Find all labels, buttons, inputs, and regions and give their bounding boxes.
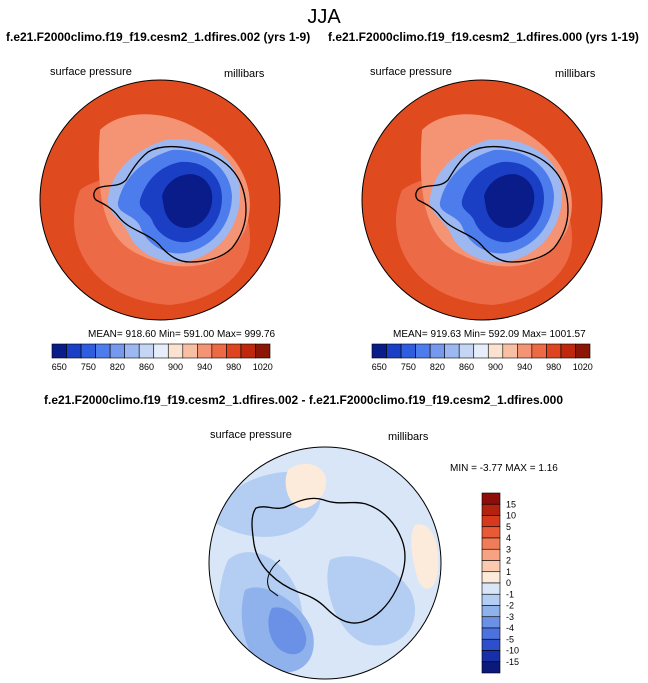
diff-colorbar-tick-label: -15 (506, 657, 519, 667)
panel2-colorbar: 650 750 820 860 900 940 980 1020 (371, 343, 593, 372)
diff-stats: MIN = -3.77 MAX = 1.16 (450, 463, 558, 474)
panel1-colorbar-tick-label: 860 (139, 362, 154, 372)
diff-colorbar-tick-label: -1 (506, 589, 514, 599)
panel2-units-label: millibars (555, 68, 596, 80)
panel1-colorbar-tick-label: 900 (168, 362, 183, 372)
panel1-colorbar-swatch (211, 343, 227, 359)
diff-colorbar-swatch (481, 627, 501, 640)
panel2-colorbar-tick-label: 980 (546, 362, 561, 372)
diff-panel-title: f.e21.F2000climo.f19_f19.cesm2_1.dfires.… (44, 393, 563, 407)
panel1-colorbar-swatch (226, 343, 242, 359)
panel2-colorbar-swatch (371, 343, 387, 359)
diff-colorbar-swatch (481, 492, 501, 505)
panel2-colorbar-swatch (517, 343, 533, 359)
panel2-colorbar-swatch (400, 343, 416, 359)
diff-colorbar-tick-label: 2 (506, 556, 511, 566)
diff-colorbar-tick-label: -4 (506, 623, 514, 633)
panel1-colorbar-tick-label: 1020 (253, 362, 273, 372)
panel2-colorbar-tick-label: 940 (517, 362, 532, 372)
panel2-colorbar-swatch (502, 343, 518, 359)
panel1-colorbar-swatch (255, 343, 271, 359)
panel2-colorbar-swatch (444, 343, 460, 359)
panel1-colorbar-swatch (51, 343, 67, 359)
diff-colorbar-tick-label: -2 (506, 601, 514, 611)
diff-colorbar-swatch (481, 650, 501, 663)
diff-colorbar-swatch (481, 661, 501, 674)
diff-colorbar-tick-label: -3 (506, 612, 514, 622)
panel1-case-title: f.e21.F2000climo.f19_f19.cesm2_1.dfires.… (6, 30, 311, 44)
panel1-stats: MEAN= 918.60 Min= 591.00 Max= 999.76 (88, 329, 276, 340)
panel2-colorbar-tick-label: 860 (459, 362, 474, 372)
panel2-colorbar-swatch (546, 343, 562, 359)
diff-colorbar-swatch (481, 605, 501, 618)
panel1-colorbar-tick-label: 980 (226, 362, 241, 372)
diff-colorbar-swatch (481, 582, 501, 595)
panel1-colorbar-swatch (197, 343, 213, 359)
panel2-case-title: f.e21.F2000climo.f19_f19.cesm2_1.dfires.… (328, 30, 639, 44)
panel1-colorbar-swatch (109, 343, 125, 359)
diff-colorbar-swatch (481, 515, 501, 528)
panel2-map (362, 80, 602, 320)
panel2-colorbar-tick-label: 1020 (573, 362, 593, 372)
diff-variable-label: surface pressure (210, 429, 292, 441)
diff-colorbar-swatch (481, 503, 501, 516)
panel1-colorbar-swatch (182, 343, 198, 359)
panel1-colorbar-swatch (66, 343, 82, 359)
panel1-colorbar-tick-label: 940 (197, 362, 212, 372)
diff-map (209, 447, 441, 679)
panel1-colorbar-tick-label: 650 (52, 362, 67, 372)
panel1-variable-label: surface pressure (50, 66, 132, 78)
diff-colorbar-tick-label: 3 (506, 544, 511, 554)
diff-colorbar-swatch (481, 593, 501, 606)
panel2-stats: MEAN= 919.63 Min= 592.09 Max= 1001.57 (393, 329, 586, 340)
panel2-colorbar-tick-label: 900 (488, 362, 503, 372)
diff-colorbar-tick-label: -10 (506, 646, 519, 656)
diff-units-label: millibars (388, 431, 429, 443)
figure-title: JJA (307, 6, 341, 28)
diff-colorbar-tick-label: 4 (506, 533, 511, 543)
panel1-colorbar-tick-label: 750 (81, 362, 96, 372)
panel1-colorbar-swatch (153, 343, 169, 359)
panel2-colorbar-swatch (458, 343, 475, 359)
panel1-colorbar-swatch (124, 343, 140, 359)
panel2-colorbar-swatch (429, 343, 445, 359)
diff-colorbar-swatch (481, 537, 501, 550)
panel1-colorbar-swatch (80, 343, 96, 359)
diff-colorbar-tick-label: 15 (506, 499, 516, 509)
panel2-colorbar-swatch (575, 343, 591, 359)
panel1-colorbar-swatch (95, 343, 111, 359)
panel2-colorbar-tick-label: 750 (401, 362, 416, 372)
panel2-colorbar-swatch (487, 343, 504, 359)
diff-colorbar-tick-label: 10 (506, 511, 516, 521)
panel2-colorbar-tick-label: 820 (430, 362, 445, 372)
diff-colorbar-swatch (481, 548, 501, 561)
diff-colorbar-swatch (481, 560, 501, 573)
panel1-colorbar-swatch (240, 343, 256, 359)
diff-colorbar-tick-label: -5 (506, 634, 514, 644)
panel2-colorbar-swatch (473, 343, 489, 359)
panel2-variable-label: surface pressure (370, 66, 452, 78)
panel2-colorbar-swatch (386, 343, 402, 359)
panel1-colorbar-swatch (167, 343, 184, 359)
panel1-colorbar-tick-label: 820 (110, 362, 125, 372)
panel1-units-label: millibars (224, 68, 265, 80)
diff-colorbar-swatch (481, 571, 501, 584)
diff-colorbar-swatch (481, 526, 501, 539)
panel1-colorbar-swatch (138, 343, 155, 359)
diff-colorbar-tick-label: 0 (506, 578, 511, 588)
panel1-map (40, 80, 280, 320)
diff-colorbar-tick-label: 5 (506, 522, 511, 532)
diff-colorbar-tick-label: 1 (506, 567, 511, 577)
diff-colorbar-swatch (481, 616, 501, 629)
panel2-colorbar-swatch (560, 343, 576, 359)
panel2-colorbar-tick-label: 650 (372, 362, 387, 372)
panel1-colorbar: 650 750 820 860 900 940 980 1020 (51, 343, 273, 372)
panel2-colorbar-swatch (531, 343, 547, 359)
panel2-colorbar-swatch (415, 343, 431, 359)
diff-colorbar-swatch (481, 638, 501, 651)
